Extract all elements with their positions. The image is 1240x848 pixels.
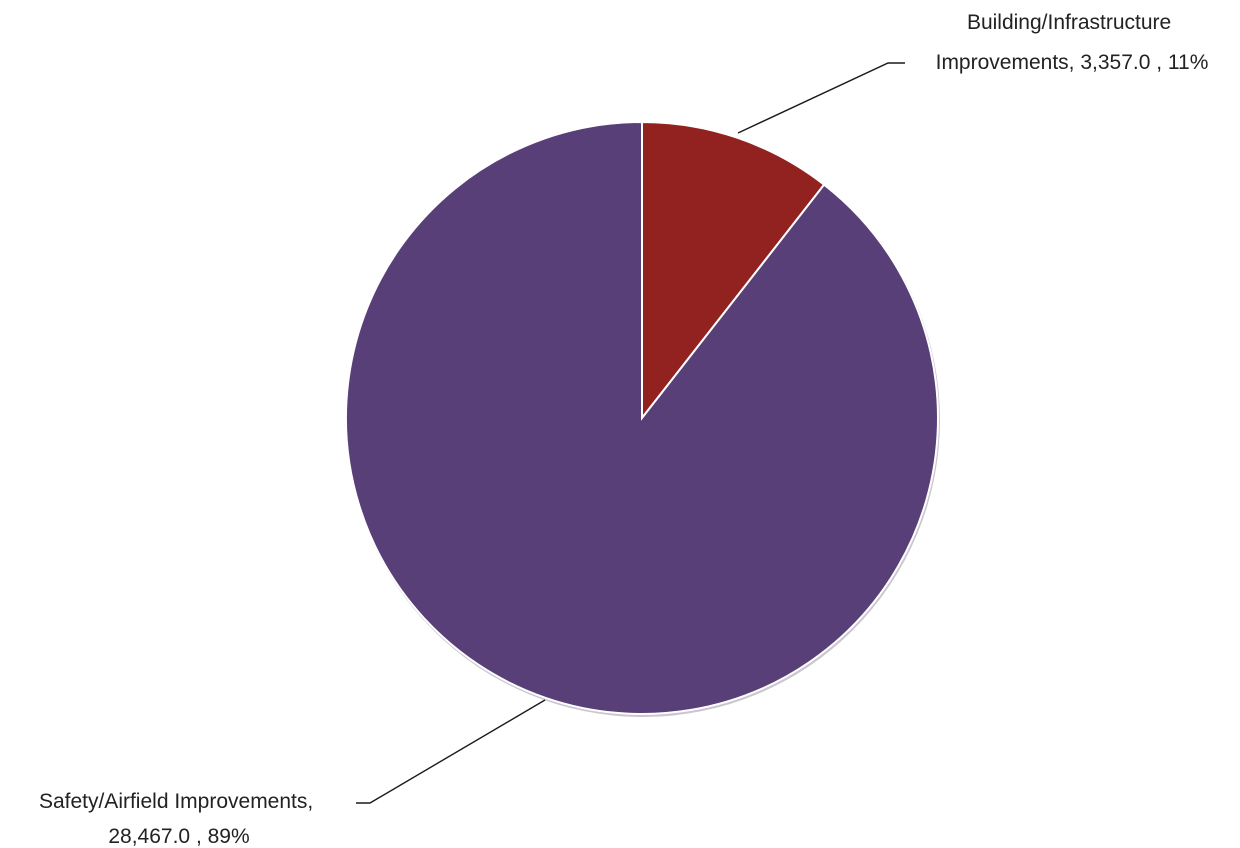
pie-slice-building-infrastructure-improvements <box>641 120 826 421</box>
slice-label-safety-line1: Safety/Airfield Improvements, <box>39 790 313 813</box>
slice-label-building-line2: Improvements, 3,357.0 , 11% <box>936 51 1209 74</box>
pie-slice-safety-airfield-improvements <box>345 120 939 715</box>
slice-label-building-line1: Building/Infrastructure <box>967 11 1171 34</box>
slice-label-safety-airfield: Safety/Airfield Improvements, 28,467.0 ,… <box>39 790 319 848</box>
leader-line-building-infrastructure <box>737 62 905 134</box>
pie-slices <box>345 120 940 717</box>
slice-label-building-infrastructure: Building/Infrastructure Improvements, 3,… <box>936 11 1209 74</box>
leader-line-safety-airfield <box>356 699 546 804</box>
slice-label-safety-line2: 28,467.0 , 89% <box>108 825 249 848</box>
